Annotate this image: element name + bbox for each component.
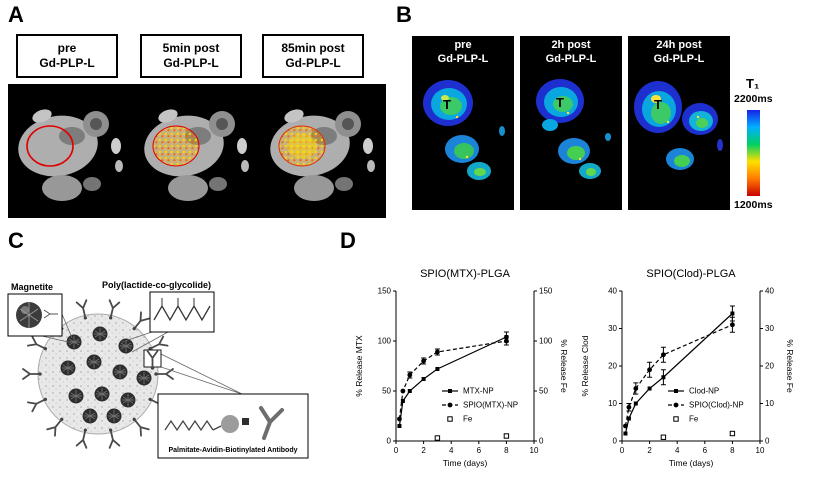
image-label: pre Gd-PLP-L xyxy=(437,39,489,65)
panel-c-letter: C xyxy=(8,228,24,253)
colorbar-max-label: 2200ms xyxy=(734,93,773,105)
roi-enhancement xyxy=(278,125,326,167)
mri-grayscale-images xyxy=(13,106,375,201)
panel-a-letter: A xyxy=(8,2,24,27)
svg-text:0: 0 xyxy=(387,437,392,446)
svg-text:% Release MTX: % Release MTX xyxy=(354,335,364,397)
polymer-structure xyxy=(153,304,211,322)
image-label-line2: Gd-PLP-L xyxy=(285,56,341,70)
panel-b-letter: B xyxy=(396,2,412,27)
image-label: 24h post Gd-PLP-L xyxy=(653,39,705,65)
callout-lines xyxy=(41,313,243,395)
t1-colormap-image: T xyxy=(423,79,505,180)
svg-text:150: 150 xyxy=(539,287,553,296)
svg-text:Fe: Fe xyxy=(463,415,473,424)
svg-text:8: 8 xyxy=(504,446,509,455)
mri-85min-post xyxy=(265,106,375,201)
svg-text:8: 8 xyxy=(730,446,735,455)
svg-text:30: 30 xyxy=(765,324,774,333)
svg-text:10: 10 xyxy=(765,399,774,408)
nanoparticle-schematic: Magnetite Poly(lactide-co-glycolide) Pal… xyxy=(2,250,322,497)
avidin-sphere xyxy=(221,415,239,433)
svg-text:150: 150 xyxy=(378,287,392,296)
svg-text:% Release Fe: % Release Fe xyxy=(559,339,569,393)
svg-text:MTX-NP: MTX-NP xyxy=(463,387,494,396)
chart-title: SPIO(Clod)-PLGA xyxy=(646,268,736,280)
svg-text:0: 0 xyxy=(613,437,618,446)
svg-text:100: 100 xyxy=(539,337,553,346)
t1-colorbar xyxy=(747,110,760,196)
svg-text:0: 0 xyxy=(620,446,625,455)
t1-colormap-image: T xyxy=(634,80,723,170)
svg-text:10: 10 xyxy=(530,446,539,455)
tumor-annotation: T xyxy=(654,97,662,112)
svg-text:Clod-NP: Clod-NP xyxy=(689,387,719,396)
svg-text:4: 4 xyxy=(449,446,454,455)
svg-text:10: 10 xyxy=(756,446,765,455)
antibody-y-shape xyxy=(259,406,284,440)
image-label-line1: 85min post xyxy=(281,41,345,55)
chart-spio-clod-plga: SPIO(Clod)-PLGA 0 0 10 10 20 20 30 30 40 40 0 2 4 6 8 1… xyxy=(576,268,796,496)
svg-text:6: 6 xyxy=(477,446,482,455)
image-label: 2h post Gd-PLP-L xyxy=(545,39,597,65)
svg-text:40: 40 xyxy=(765,287,774,296)
mri-pre xyxy=(13,106,123,201)
svg-text:0: 0 xyxy=(765,437,770,446)
svg-text:Time (days): Time (days) xyxy=(443,458,488,468)
svg-text:100: 100 xyxy=(378,337,392,346)
label-box-85min: 85min post Gd-PLP-L xyxy=(262,34,364,78)
mri-5min-post xyxy=(139,106,249,201)
roi-outline xyxy=(26,125,74,167)
label-box-pre: pre Gd-PLP-L xyxy=(16,34,118,78)
svg-text:20: 20 xyxy=(765,362,774,371)
svg-text:Fe: Fe xyxy=(689,415,699,424)
svg-text:% Release Fe: % Release Fe xyxy=(785,339,795,393)
magnetite-label: Magnetite xyxy=(11,282,53,292)
image-label-line2: Gd-PLP-L xyxy=(163,56,219,70)
biotin-block xyxy=(242,418,249,425)
svg-text:SPIO(MTX)-NP: SPIO(MTX)-NP xyxy=(463,401,518,410)
svg-text:SPIO(Clod)-NP: SPIO(Clod)-NP xyxy=(689,401,744,410)
svg-text:0: 0 xyxy=(539,437,544,446)
mri-image-strip xyxy=(8,84,386,218)
t1-colormap-image: T xyxy=(536,78,611,179)
image-label-line1: 5min post xyxy=(162,41,220,55)
t1-map-2h: 2h post Gd-PLP-L T xyxy=(520,36,622,210)
colorbar-min-label: 1200ms xyxy=(734,199,773,211)
svg-text:4: 4 xyxy=(675,446,680,455)
colorbar-title: T₁ xyxy=(746,76,760,91)
svg-text:Time (days): Time (days) xyxy=(669,458,714,468)
palmitate-chain xyxy=(164,419,214,432)
svg-text:20: 20 xyxy=(608,362,617,371)
tumor-annotation: T xyxy=(443,97,451,112)
panel-d-letter: D xyxy=(340,228,356,253)
svg-text:10: 10 xyxy=(608,399,617,408)
tumor-annotation: T xyxy=(556,95,564,110)
antibody-label: Palmitate-Avidin-Biotinylated Antibody xyxy=(169,447,298,454)
svg-text:50: 50 xyxy=(539,387,548,396)
t1-map-pre: pre Gd-PLP-L T xyxy=(412,36,514,210)
svg-text:2: 2 xyxy=(421,446,426,455)
image-label-line2: Gd-PLP-L xyxy=(39,56,95,70)
chart-title: SPIO(MTX)-PLGA xyxy=(420,268,510,280)
roi-enhancement xyxy=(152,125,200,167)
image-label-line1: pre xyxy=(57,41,77,55)
svg-text:0: 0 xyxy=(394,446,399,455)
svg-text:2: 2 xyxy=(647,446,652,455)
chart-spio-mtx-plga: SPIO(MTX)-PLGA 0 0 50 50 100 100 150 150 0 2 4 6 8 10… xyxy=(350,268,570,496)
polymer-label: Poly(lactide-co-glycolide) xyxy=(102,280,211,290)
svg-text:30: 30 xyxy=(608,324,617,333)
svg-text:% Release Clod: % Release Clod xyxy=(580,335,590,396)
nanoparticle-diagram: Magnetite Poly(lactide-co-glycolide) Pal… xyxy=(7,280,309,459)
t1-map-24h: 24h post Gd-PLP-L T xyxy=(628,36,730,210)
label-box-5min: 5min post Gd-PLP-L xyxy=(140,34,242,78)
svg-text:40: 40 xyxy=(608,287,617,296)
svg-text:6: 6 xyxy=(703,446,708,455)
svg-text:50: 50 xyxy=(382,387,391,396)
